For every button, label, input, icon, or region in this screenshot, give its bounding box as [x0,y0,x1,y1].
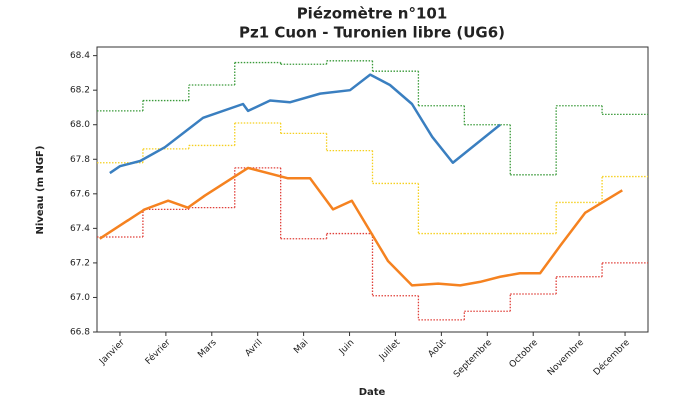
x-tick-label: Juin [337,338,357,358]
y-tick-label: 68.4 [70,51,90,61]
x-tick-label: Mars [196,338,219,361]
x-axis-label: Date [359,387,386,398]
y-axis-label: Niveau (m NGF) [35,146,46,235]
y-tick-label: 67.6 [70,189,90,199]
y-tick-label: 67.0 [70,293,90,303]
y-tick-label: 66.8 [70,328,90,338]
x-tick-label: Octobre [508,337,541,370]
data-line [99,166,623,287]
y-tick-label: 67.2 [70,258,90,268]
chart-title: Piézomètre n°101 [297,5,448,23]
x-tick-label: Septembre [452,338,494,380]
x-tick-label: Août [427,337,449,359]
y-tick-label: 67.8 [70,155,90,165]
x-tick-label: Janvier [97,338,127,368]
x-tick-label: Avril [244,338,265,359]
x-tick-label: Décembre [591,337,632,378]
x-tick-label: Juillet [377,337,403,363]
plot-frame [96,46,649,333]
x-tick-label: Novembre [546,337,586,377]
y-tick-label: 68.0 [70,120,90,130]
chart-title: Pz1 Cuon - Turonien libre (UG6) [239,24,505,42]
data-line [109,73,501,175]
x-tick-label: Mai [292,338,310,356]
y-tick-label: 68.2 [70,86,90,96]
y-tick-label: 67.4 [70,224,90,234]
x-tick-label: Février [143,337,173,367]
